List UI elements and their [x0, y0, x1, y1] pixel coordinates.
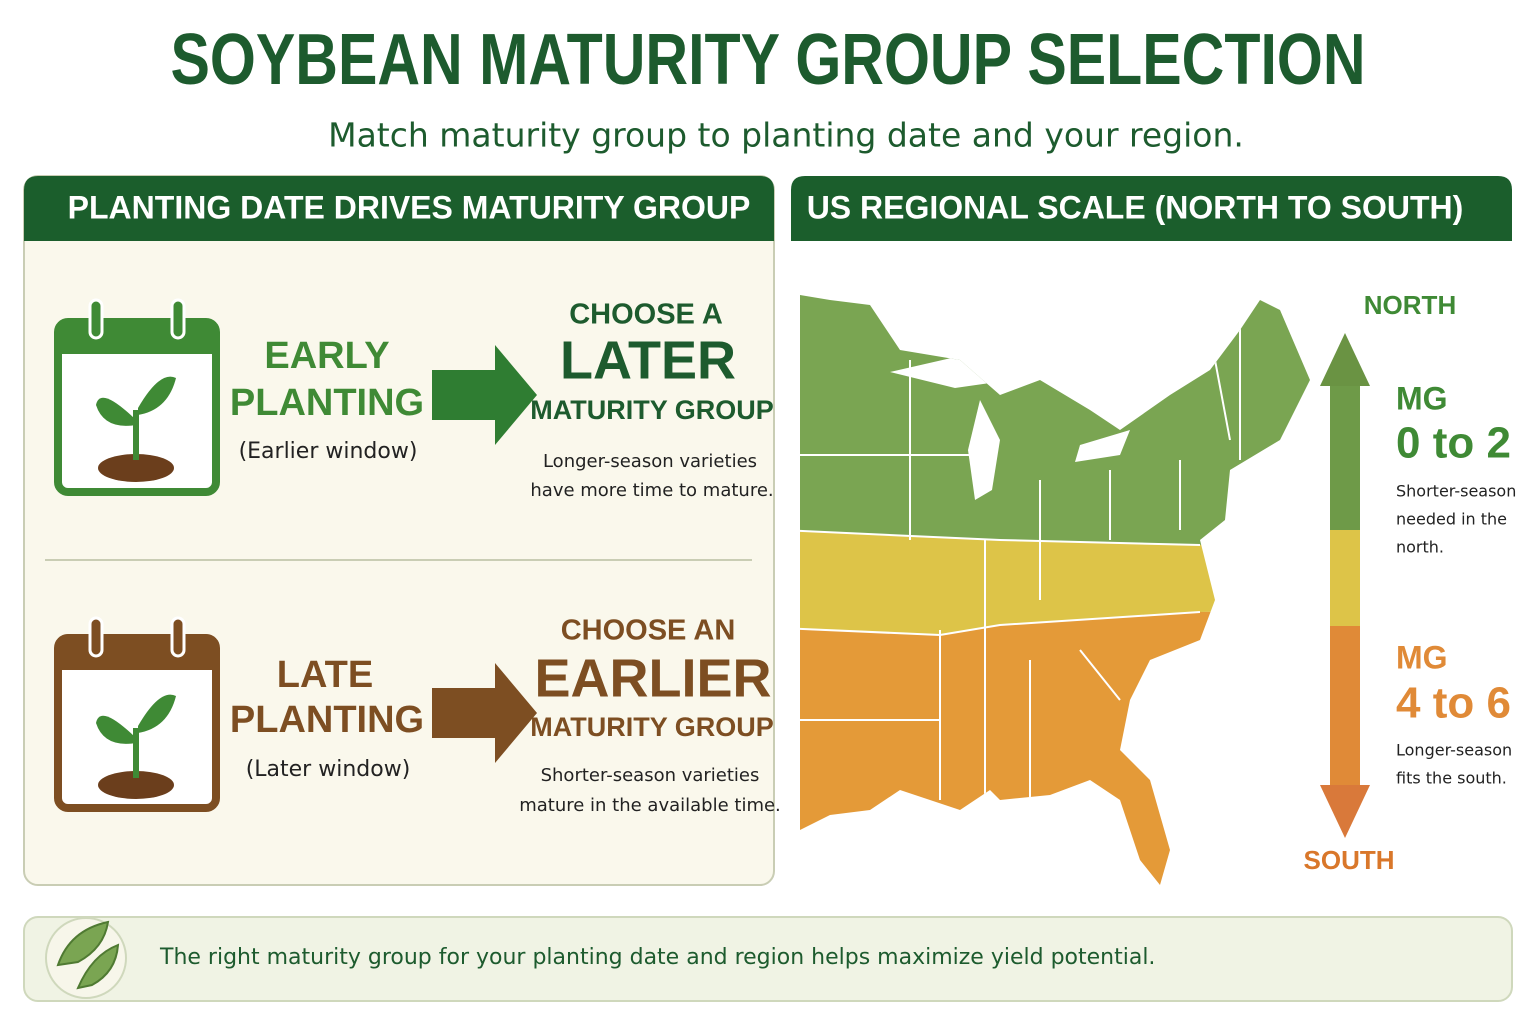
row-label: PLANTING: [230, 382, 424, 424]
choose-text: MATURITY GROUP: [530, 395, 774, 425]
choose-text: MATURITY GROUP: [530, 712, 774, 742]
zone-range: 0 to 2: [1396, 419, 1511, 468]
note: Shorter-season varieties: [541, 765, 760, 786]
choose-text: CHOOSE AN: [561, 615, 736, 647]
zone-mg: MG: [1396, 380, 1448, 416]
note: mature in the available time.: [519, 795, 781, 816]
choose-emphasis: EARLIER: [534, 648, 771, 708]
left-panel: PLANTING DATE DRIVES MATURITY GROUP EARL…: [23, 175, 781, 886]
zone-note: Shorter-season: [1396, 482, 1516, 501]
panel-title: US REGIONAL SCALE (NORTH TO SOUTH): [807, 189, 1464, 225]
south-label: SOUTH: [1304, 845, 1395, 875]
zone-mg: MG: [1396, 639, 1448, 675]
zone-note: Longer-season: [1396, 741, 1512, 760]
title: SOYBEAN MATURITY GROUP SELECTION: [171, 20, 1366, 100]
choose-text: CHOOSE A: [569, 299, 723, 331]
zone-note: north.: [1396, 538, 1444, 557]
calendar-icon: [54, 616, 220, 812]
panel-title: PLANTING DATE DRIVES MATURITY GROUP: [68, 189, 751, 225]
zone-note: fits the south.: [1396, 769, 1507, 788]
row-label: EARLY: [264, 335, 389, 377]
footer: The right maturity group for your planti…: [23, 916, 1513, 1002]
row-label: PLANTING: [230, 699, 424, 741]
calendar-icon: [54, 298, 220, 496]
choose-emphasis: LATER: [560, 330, 736, 390]
right-panel: US REGIONAL SCALE (NORTH TO SOUTH) NORTH…: [791, 176, 1516, 885]
arrow: [432, 663, 537, 763]
map: [800, 295, 1310, 885]
footer-text: The right maturity group for your planti…: [159, 945, 1155, 970]
window-text: (Earlier window): [239, 439, 418, 464]
zone-note: needed in the: [1396, 510, 1507, 529]
zone-range: 4 to 6: [1396, 679, 1511, 728]
north-label: NORTH: [1364, 290, 1456, 320]
note: have more time to mature.: [530, 480, 773, 501]
arrow: [432, 345, 537, 445]
window-text: (Later window): [246, 757, 411, 782]
row-label: LATE: [277, 654, 373, 696]
subtitle: Match maturity group to planting date an…: [328, 116, 1244, 155]
note: Longer-season varieties: [543, 451, 757, 472]
